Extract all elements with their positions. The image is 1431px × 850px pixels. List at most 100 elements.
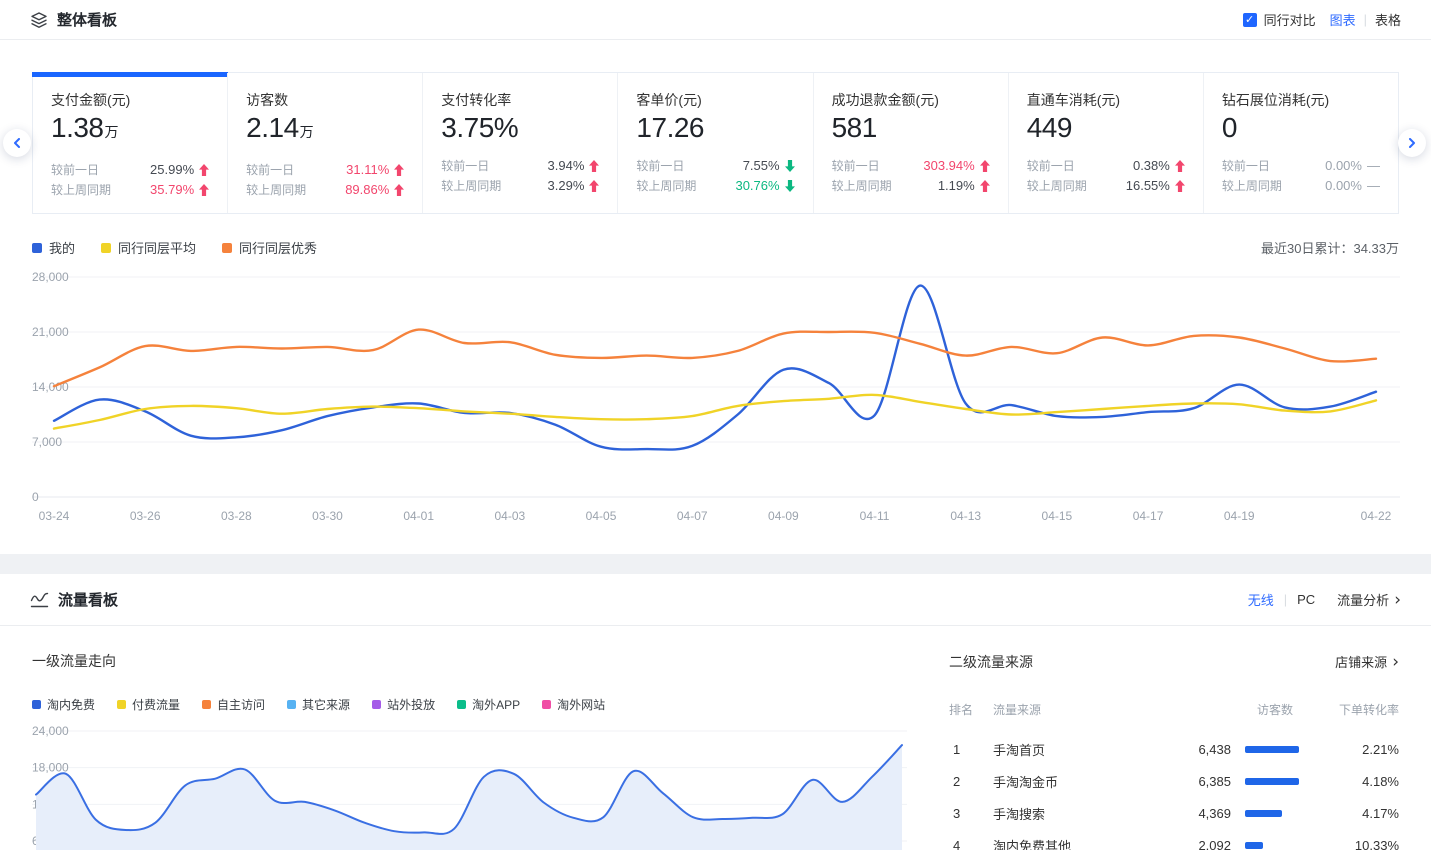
legend-item[interactable]: 我的 — [32, 238, 75, 257]
kpi-card[interactable]: 客单价(元) 17.26 较前一日 7.55% 较上周同期 30.76% — [617, 73, 812, 213]
legend-item[interactable]: 站外投放 — [372, 696, 435, 713]
tab-pc[interactable]: PC — [1297, 592, 1316, 607]
legend-item[interactable]: 其它来源 — [287, 696, 350, 713]
legend-label: 淘内免费 — [47, 698, 96, 712]
chevron-right-icon: › — [1394, 589, 1401, 610]
metric-label: 较上周同期 — [51, 183, 112, 197]
conversion-cell: 4.18% — [1362, 773, 1399, 789]
kpi-card-title: 直通车消耗(元) — [1026, 92, 1121, 108]
kpi-card-value: 449 — [1026, 112, 1073, 143]
rank-cell: 1 — [953, 741, 961, 757]
legend-label: 同行同层优秀 — [239, 241, 318, 256]
visitors-cell: 2,092 — [1198, 837, 1231, 850]
kpi-card[interactable]: 支付转化率 3.75% 较前一日 3.94% 较上周同期 3.29% — [422, 73, 617, 213]
view-table-link[interactable]: 表格 — [1374, 13, 1401, 28]
carousel-next-button[interactable] — [1398, 129, 1426, 157]
visitors-cell: 6,385 — [1198, 773, 1231, 789]
metric-label: 较上周同期 — [246, 183, 307, 197]
kpi-card-strip: 支付金额(元) 1.38万 较前一日 25.99% 较上周同期 35.79% 访客数 2.14… — [31, 72, 1399, 214]
kpi-card-unit: 万 — [299, 124, 314, 140]
checkbox-checked-icon[interactable]: ✓ — [1242, 12, 1257, 27]
metric-label: 较上周同期 — [1026, 179, 1087, 193]
visitors-bar — [1245, 841, 1263, 849]
conversion-cell: 4.17% — [1362, 805, 1399, 821]
legend-item[interactable]: 同行同层优秀 — [222, 238, 317, 257]
kpi-card[interactable]: 直通车消耗(元) 449 较前一日 0.38% 较上周同期 16.55% — [1007, 73, 1203, 213]
kpi-card[interactable]: 钻石展位消耗(元) 0 较前一日 0.00% — 较上周同期 0.00% — — [1202, 73, 1398, 213]
rank-cell: 2 — [953, 773, 961, 789]
secondary-sources-panel: 二级流量来源 店铺来源 › 排名 流量来源 访客数 下单转化率 1 手淘首页 6,438 2… — [949, 652, 1399, 850]
legend-item[interactable]: 自主访问 — [202, 696, 265, 713]
last-30-days-total: 最近30日累计：34.33万 — [1261, 241, 1399, 256]
kpi-card[interactable]: 支付金额(元) 1.38万 较前一日 25.99% 较上周同期 35.79% — [31, 72, 229, 213]
metric-label: 较前一日 — [1221, 159, 1270, 173]
table-row: 3 手淘搜索 4,369 4.17% — [949, 797, 1399, 829]
svg-text:04-15: 04-15 — [1042, 509, 1073, 523]
kpi-card-value: 17.26 — [636, 112, 704, 143]
visitors-bar — [1245, 777, 1299, 785]
arrow-up-icon — [589, 180, 600, 192]
traffic-chart-legend: 淘内免费 付费流量 自主访问 其它来源 站外投放 淘外APP 淘外网站 — [32, 696, 907, 713]
metric-value: 1.19% — [937, 178, 975, 193]
metric-value: 31.11% — [346, 162, 390, 177]
metric-value: 89.86% — [345, 182, 390, 197]
svg-text:04-11: 04-11 — [860, 509, 890, 523]
no-change-dash-icon: — — [1366, 158, 1380, 173]
column-header: 下单转化率 — [1338, 702, 1399, 717]
arrow-down-icon — [784, 180, 795, 192]
legend-item[interactable]: 淘外APP — [457, 696, 520, 713]
shop-sources-link[interactable]: 店铺来源 › — [1335, 651, 1399, 672]
visitors-cell: 6,438 — [1198, 741, 1231, 757]
peer-compare-label[interactable]: 同行对比 — [1263, 13, 1316, 28]
overall-chart-legend: 我的 同行同层平均 同行同层优秀 — [32, 238, 317, 257]
traffic-section-header: 流量看板 无线 | PC 流量分析 › — [0, 574, 1431, 626]
svg-text:04-17: 04-17 — [1133, 509, 1164, 523]
peer-compare-toggle[interactable]: ✓ 同行对比 — [1242, 10, 1316, 29]
legend-swatch-icon — [101, 242, 112, 253]
legend-item[interactable]: 同行同层平均 — [101, 238, 196, 257]
rank-cell: 4 — [953, 837, 961, 850]
metric-value: 303.94% — [923, 158, 975, 173]
legend-label: 付费流量 — [132, 698, 181, 712]
svg-text:04-13: 04-13 — [950, 509, 981, 523]
metric-value: 7.55% — [742, 158, 780, 173]
metric-label: 较上周同期 — [441, 179, 502, 193]
metric-value: 35.79% — [150, 182, 195, 197]
legend-item[interactable]: 付费流量 — [117, 696, 180, 713]
kpi-metric-row: 较上周同期 30.76% — [636, 176, 795, 196]
legend-item[interactable]: 淘外网站 — [542, 696, 605, 713]
kpi-card[interactable]: 成功退款金额(元) 581 较前一日 303.94% 较上周同期 1.19% — [812, 73, 1008, 213]
traffic-analysis-link[interactable]: 流量分析 › — [1337, 589, 1401, 610]
kpi-metric-row: 较前一日 7.55% — [636, 156, 795, 176]
kpi-carousel: 支付金额(元) 1.38万 较前一日 25.99% 较上周同期 35.79% 访客数 2.14… — [0, 72, 1431, 214]
svg-text:04-07: 04-07 — [677, 509, 708, 523]
legend-label: 同行同层平均 — [118, 241, 197, 256]
overall-section-header: 整体看板 ✓ 同行对比 图表 | 表格 — [0, 0, 1431, 40]
svg-text:03-30: 03-30 — [312, 509, 343, 523]
column-header: 排名 — [949, 702, 974, 717]
overall-title-group: 整体看板 — [30, 9, 117, 30]
view-chart-link[interactable]: 图表 — [1329, 13, 1356, 28]
svg-text:0: 0 — [32, 490, 39, 504]
metric-label: 较前一日 — [831, 159, 880, 173]
tab-wireless[interactable]: 无线 — [1247, 593, 1274, 608]
metric-label: 较前一日 — [441, 159, 490, 173]
legend-swatch-icon — [202, 700, 212, 709]
conversion-cell: 2.21% — [1362, 741, 1399, 757]
conversion-cell: 10.33% — [1354, 837, 1399, 850]
column-header: 访客数 — [1256, 702, 1293, 717]
svg-text:24,000: 24,000 — [32, 724, 69, 738]
carousel-prev-button[interactable] — [3, 129, 31, 157]
legend-item[interactable]: 淘内免费 — [32, 696, 95, 713]
secondary-sources-title: 二级流量来源 — [949, 653, 1033, 670]
traffic-title: 流量看板 — [58, 592, 119, 609]
kpi-card-unit: 万 — [104, 124, 119, 140]
metric-label: 较上周同期 — [1221, 179, 1282, 193]
kpi-card[interactable]: 访客数 2.14万 较前一日 31.11% 较上周同期 89.86% — [227, 73, 422, 213]
kpi-metric-row: 较上周同期 35.79% — [51, 180, 210, 200]
metric-label: 较上周同期 — [831, 179, 892, 193]
metric-value: 3.94% — [547, 158, 585, 173]
kpi-metric-row: 较上周同期 16.55% — [1027, 176, 1185, 196]
